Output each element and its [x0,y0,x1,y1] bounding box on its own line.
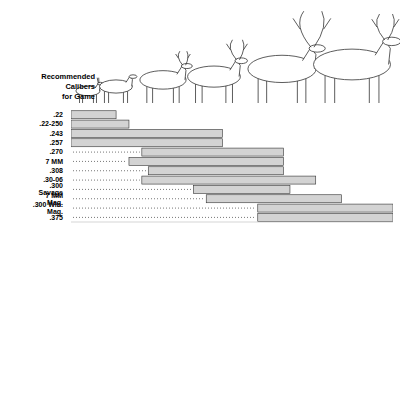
svg-text:.243: .243 [49,130,63,137]
html-text:.300 Win.: .300 Win. [32,201,63,208]
html-text:.300: .300 [49,182,63,190]
html-text:Mag.: Mag. [47,208,63,215]
svg-text:.375: .375 [49,214,63,221]
html-text:Savage: Savage [38,189,63,197]
svg-text:.30-06: .30-06 [43,176,63,184]
html-text:Mag.: Mag. [47,198,63,206]
svg-text:.308: .308 [49,167,63,174]
svg-text:.22-250: .22-250 [39,120,63,127]
svg-text:.270: .270 [49,148,63,155]
html-text:7 MM: 7 MM [45,191,63,199]
html-text:Recommended Calibers for Game: Recommended Calibers for Game [41,72,95,101]
svg-text:7 MM: 7 MM [46,158,64,165]
svg-text:.257: .257 [49,139,63,146]
svg-text:.22: .22 [53,111,63,118]
